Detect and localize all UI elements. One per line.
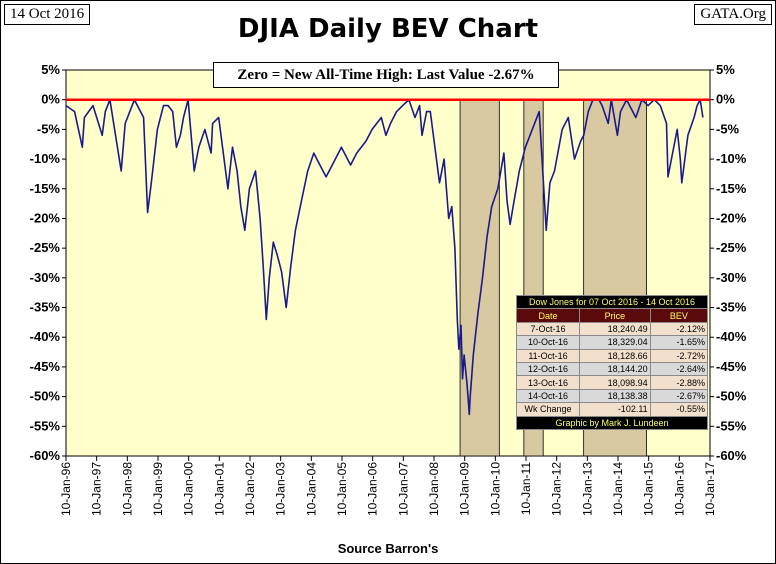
- y-tick-label-right: -25%: [716, 240, 747, 255]
- row-bev: -2.72%: [649, 348, 709, 363]
- x-tick-label: 10-Jan-12: [550, 462, 564, 516]
- y-tick-label-left: -30%: [30, 270, 61, 285]
- row-bev: -2.67%: [649, 388, 709, 404]
- x-tick-label: 10-Jan-08: [427, 462, 441, 516]
- table-row: 14-Oct-16 18,138.38 -2.67%: [515, 388, 709, 404]
- table-caption: Dow Jones for 07 Oct 2016 - 14 Oct 2016: [516, 294, 708, 310]
- y-tick-label-right: -30%: [716, 270, 747, 285]
- y-tick-label-left: 0%: [41, 92, 60, 107]
- row-bev: -2.88%: [649, 375, 709, 390]
- row-price: 18,144.20: [579, 361, 651, 377]
- wk-change-price: -102.11: [579, 402, 651, 417]
- x-tick-label: 10-Jan-16: [672, 462, 686, 516]
- y-tick-label-right: -40%: [716, 329, 747, 344]
- x-tick-label: 10-Jan-06: [366, 462, 380, 516]
- x-tick-label: 10-Jan-98: [120, 462, 134, 516]
- row-bev: -2.12%: [649, 321, 709, 337]
- y-tick-label-left: 5%: [41, 62, 60, 77]
- row-date: 11-Oct-16: [515, 348, 581, 363]
- annotation-box: Zero = New All-Time High: Last Value -2.…: [213, 62, 559, 88]
- x-tick-label: 10-Jan-13: [580, 462, 594, 516]
- date-label: 14 Oct 2016: [4, 4, 91, 25]
- y-tick-label-left: -20%: [30, 210, 61, 225]
- y-tick-label-left: -15%: [30, 181, 61, 196]
- x-tick-label: 10-Jan-97: [90, 462, 104, 516]
- row-price: 18,098.94: [579, 375, 651, 390]
- table-header-bev: BEV: [649, 308, 709, 323]
- x-tick-label: 10-Jan-14: [611, 462, 625, 516]
- x-tick-label: 10-Jan-00: [182, 462, 196, 516]
- y-tick-label-right: -60%: [716, 448, 747, 463]
- y-tick-label-left: -35%: [30, 300, 61, 315]
- y-tick-label-right: -35%: [716, 300, 747, 315]
- row-date: 14-Oct-16: [515, 388, 581, 404]
- table-row: 12-Oct-16 18,144.20 -2.64%: [515, 361, 709, 377]
- table-row: 13-Oct-16 18,098.94 -2.88%: [515, 375, 709, 390]
- y-tick-label-left: -55%: [30, 418, 61, 433]
- x-tick-label: 10-Jan-09: [458, 462, 472, 516]
- wk-change-row: Wk Change -102.11 -0.55%: [515, 402, 709, 417]
- y-tick-label-right: -15%: [716, 181, 747, 196]
- x-tick-label: 10-Jan-17: [703, 462, 717, 516]
- y-tick-label-left: -45%: [30, 359, 61, 374]
- bev-series-line: [65, 98, 704, 416]
- table-row: 10-Oct-16 18,329.04 -1.65%: [515, 335, 709, 350]
- source-footer: Source Barron's: [337, 541, 439, 556]
- y-tick-label-right: -50%: [716, 389, 747, 404]
- x-tick-label: 10-Jan-04: [304, 462, 318, 516]
- x-tick-label: 10-Jan-99: [151, 462, 165, 516]
- y-tick-label-right: -20%: [716, 210, 747, 225]
- table-credit: Graphic by Mark J. Lundeen: [516, 415, 708, 430]
- row-date: 12-Oct-16: [515, 361, 581, 377]
- x-tick-label: 10-Jan-11: [519, 462, 533, 515]
- y-tick-label-right: -45%: [716, 359, 747, 374]
- chart-title: DJIA Daily BEV Chart: [237, 14, 539, 44]
- y-tick-label-left: -25%: [30, 240, 61, 255]
- source-label: GATA.Org: [694, 4, 772, 25]
- y-tick-label-right: 0%: [716, 92, 735, 107]
- row-price: 18,240.49: [579, 321, 651, 337]
- y-tick-label-right: -5%: [716, 121, 740, 136]
- y-tick-label-left: -60%: [30, 448, 61, 463]
- x-tick-label: 10-Jan-15: [642, 462, 656, 516]
- y-tick-label-left: -10%: [30, 151, 61, 166]
- x-tick-label: 10-Jan-96: [59, 462, 73, 516]
- row-price: 18,128.66: [579, 348, 651, 363]
- row-bev: -2.64%: [649, 361, 709, 377]
- dow-jones-table: Dow Jones for 07 Oct 2016 - 14 Oct 2016 …: [515, 294, 709, 430]
- shaded-region: [459, 99, 500, 457]
- wk-change-bev: -0.55%: [649, 402, 709, 417]
- row-date: 10-Oct-16: [515, 335, 581, 350]
- table-header-date: Date: [515, 308, 581, 323]
- table-header-price: Price: [579, 308, 651, 323]
- x-tick-label: 10-Jan-10: [488, 462, 502, 516]
- x-tick-label: 10-Jan-03: [274, 462, 288, 516]
- y-tick-label-left: -40%: [30, 329, 61, 344]
- x-tick-label: 10-Jan-01: [212, 462, 226, 516]
- wk-change-label: Wk Change: [515, 402, 581, 417]
- x-tick-label: 10-Jan-02: [243, 462, 257, 516]
- x-tick-label: 10-Jan-05: [335, 462, 349, 516]
- table-row: 11-Oct-16 18,128.66 -2.72%: [515, 348, 709, 363]
- row-price: 18,138.38: [579, 388, 651, 404]
- y-tick-label-right: -10%: [716, 151, 747, 166]
- x-tick-label: 10-Jan-07: [396, 462, 410, 516]
- y-tick-label-left: -5%: [37, 121, 61, 136]
- table-row: 7-Oct-16 18,240.49 -2.12%: [515, 321, 709, 337]
- y-tick-label-left: -50%: [30, 389, 61, 404]
- row-date: 7-Oct-16: [515, 321, 581, 337]
- row-date: 13-Oct-16: [515, 375, 581, 390]
- row-bev: -1.65%: [649, 335, 709, 350]
- row-price: 18,329.04: [579, 335, 651, 350]
- y-tick-label-right: 5%: [716, 62, 735, 77]
- y-tick-label-right: -55%: [716, 418, 747, 433]
